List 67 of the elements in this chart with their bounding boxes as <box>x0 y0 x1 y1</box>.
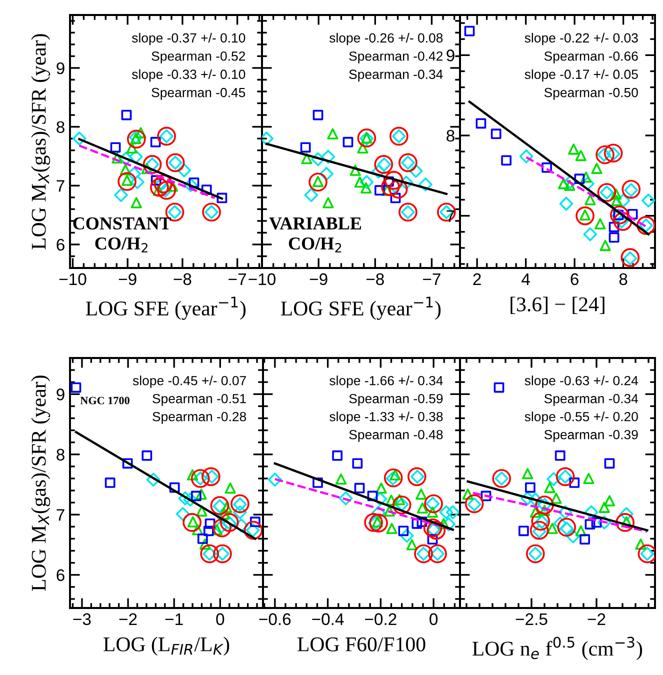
annotation: slope -0.17 +/- 0.05 <box>524 69 638 82</box>
annotation: slope -0.55 +/- 0.20 <box>524 412 638 424</box>
y-tick-label: 7 <box>56 509 64 521</box>
y-tick-label: 7 <box>56 180 64 192</box>
x-tick-label: −0.6 <box>259 613 291 626</box>
annotation: slope -1.66 +/- 0.34 <box>330 376 443 388</box>
y-tick-label: 6 <box>56 238 64 251</box>
x-tick-label: 6 <box>570 273 578 286</box>
x-tick-label: −0.2 <box>365 613 396 626</box>
annotation: slope -0.22 +/- 0.03 <box>524 32 638 46</box>
annotation: Spearman -0.51 <box>152 394 246 406</box>
y-tick-label: 8 <box>446 130 454 142</box>
annotation: Spearman -0.45 <box>152 88 246 100</box>
x-axis-title: LOG (L$_{FIR}$/L$_{K}$) <box>104 636 230 656</box>
x-tick-label: −1 <box>165 613 183 625</box>
x-tick-label: −2 <box>119 613 137 625</box>
y-tick-label: 9 <box>56 62 64 74</box>
annotation: NGC 1700 <box>80 396 130 404</box>
annotation: slope -1.33 +/- 0.38 <box>330 412 443 424</box>
x-tick-label: −10 <box>248 273 276 286</box>
annotation: Spearman -0.28 <box>152 412 246 424</box>
x-tick-label: −9 <box>310 273 328 286</box>
x-axis-title: LOG n$_{e}$ f$^{0.5}$ (cm$^{−3}$) <box>472 636 642 660</box>
x-axis-title: LOG F60/F100 <box>298 637 426 652</box>
x-tick-label: −9 <box>118 273 136 286</box>
annotation: Spearman -0.42 <box>349 51 443 64</box>
x-tick-label: 2 <box>473 273 481 285</box>
x-tick-label: −7 <box>228 273 246 285</box>
y-tick-label: 8 <box>56 448 64 461</box>
annotation: slope -0.33 +/- 0.10 <box>132 69 246 82</box>
y-tick-label: 9 <box>56 388 64 400</box>
annotation: CONSTANT <box>73 217 172 230</box>
annotation: Spearman -0.50 <box>544 88 638 100</box>
x-axis-title: LOG SFE (year$^{−1}$) <box>280 296 441 320</box>
x-tick-label: −7 <box>423 273 440 285</box>
x-tick-label: 0 <box>216 613 224 626</box>
x-tick-label: −10 <box>59 273 86 286</box>
annotation: Spearman -0.48 <box>349 430 443 442</box>
y-axis-title: LOG M$_{X}$(gas)/SFR (year) <box>31 376 50 591</box>
x-tick-label: 0 <box>430 613 438 626</box>
x-tick-label: −2.5 <box>516 613 548 626</box>
y-tick-label: 9 <box>446 50 454 62</box>
x-tick-label: 8 <box>619 273 628 286</box>
x-tick-label: −0.4 <box>312 613 344 626</box>
x-tick-label: −8 <box>174 273 192 286</box>
annotation: Spearman -0.59 <box>349 394 443 406</box>
annotation: Spearman -0.39 <box>544 430 638 442</box>
annotation: Spearman -0.66 <box>544 51 638 64</box>
annotation: slope -0.26 +/- 0.08 <box>329 32 443 46</box>
x-tick-label: −2 <box>588 613 606 625</box>
annotation: CO/H$_{2}$ <box>288 237 342 252</box>
annotation: Spearman -0.52 <box>152 51 246 64</box>
x-tick-label: −8 <box>366 273 384 286</box>
y-tick-label: 8 <box>56 121 64 133</box>
x-axis-title: [3.6] − [24] <box>510 296 604 314</box>
x-tick-label: 4 <box>522 273 530 285</box>
x-tick-label: −3 <box>73 613 91 626</box>
annotation: Spearman -0.34 <box>349 70 443 82</box>
annotation: slope -0.37 +/- 0.10 <box>132 32 246 46</box>
y-tick-label: 6 <box>56 569 64 582</box>
annotation: CO/H$_{2}$ <box>95 237 148 252</box>
x-axis-title: LOG SFE (year$^{−1}$) <box>86 296 246 320</box>
annotation: Spearman -0.34 <box>544 394 638 406</box>
annotation: VARIABLE <box>269 217 362 230</box>
annotation: slope -0.63 +/- 0.24 <box>524 376 638 388</box>
annotation: slope -0.45 +/- 0.07 <box>132 376 246 388</box>
y-axis-title: LOG M$_{X}$(gas)/SFR (year) <box>31 34 50 250</box>
